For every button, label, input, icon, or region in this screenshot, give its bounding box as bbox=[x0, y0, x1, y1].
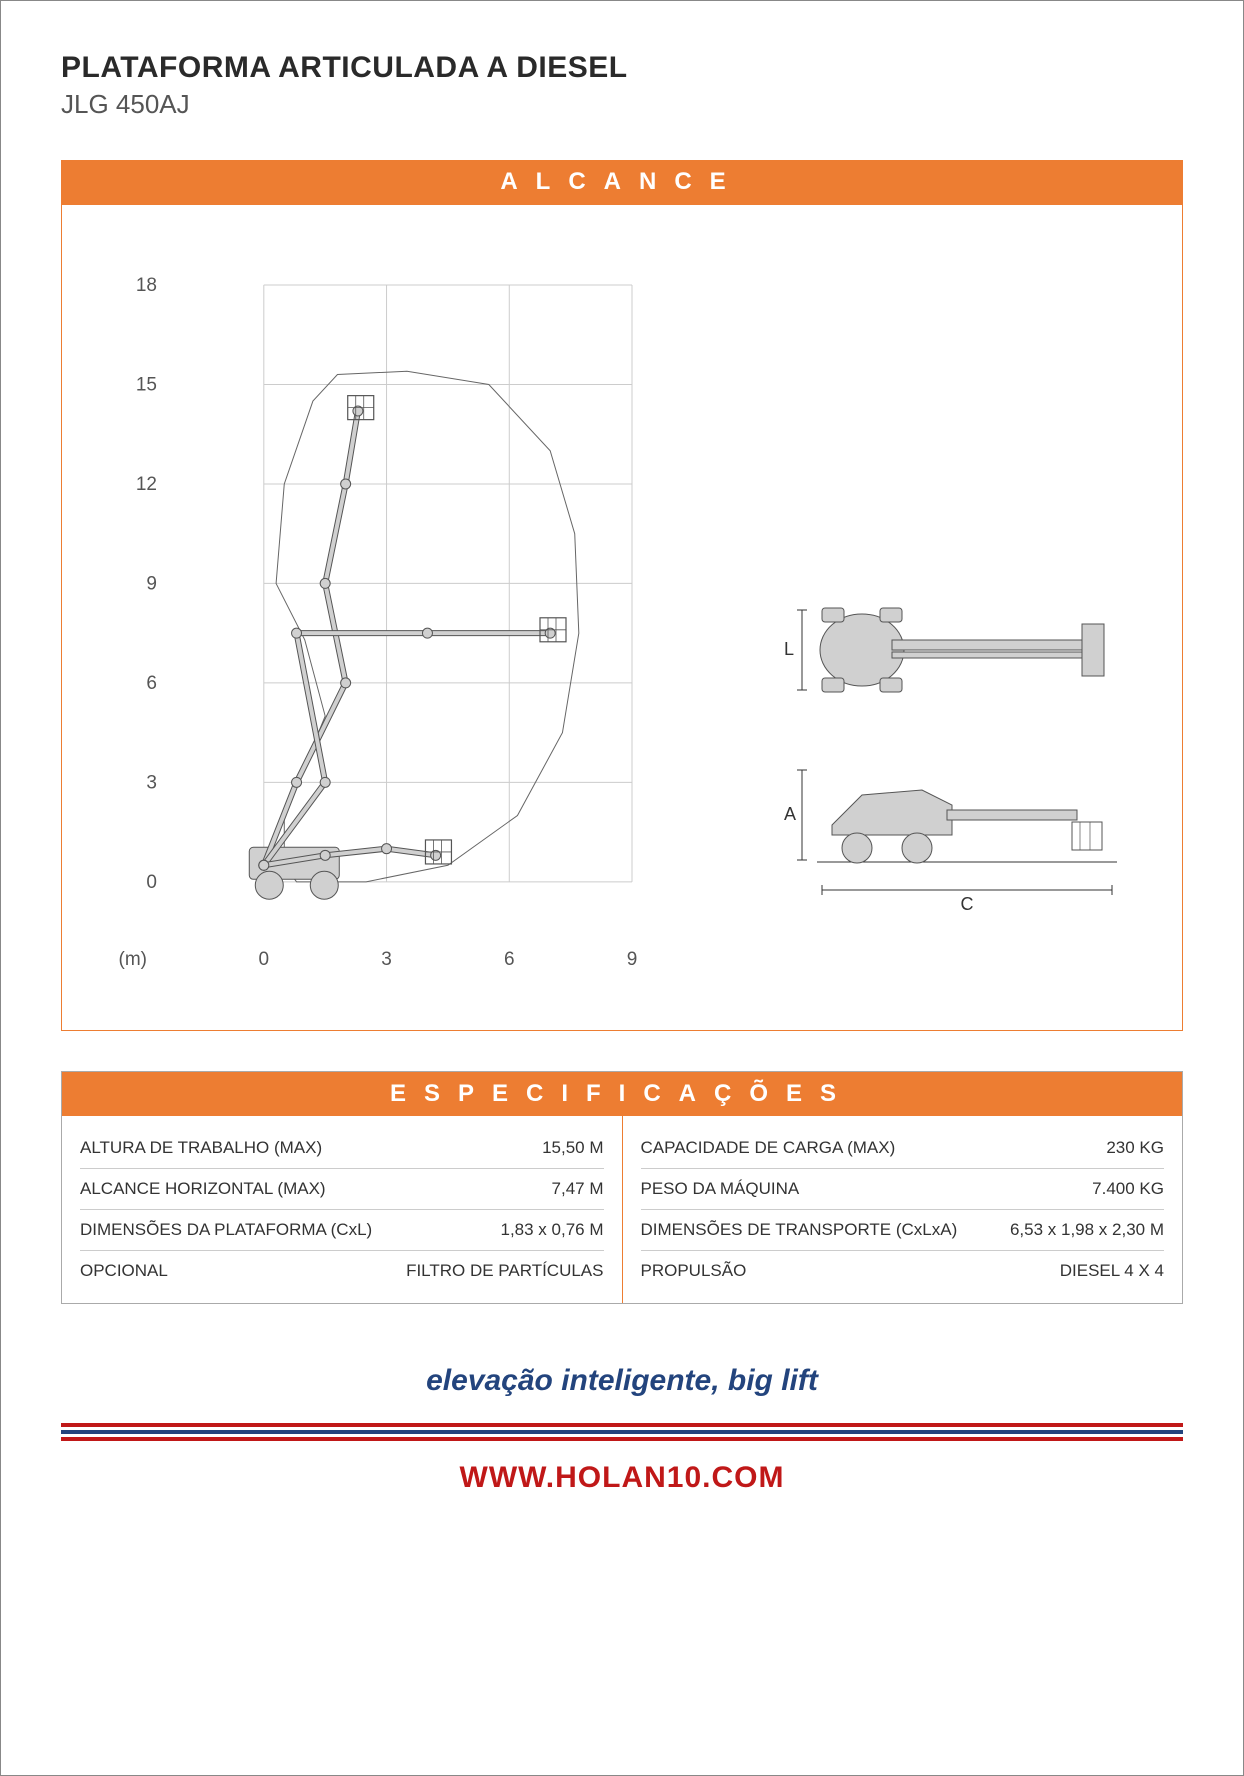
spec-row: ALCANCE HORIZONTAL (MAX) 7,47 M bbox=[80, 1169, 604, 1210]
svg-text:A: A bbox=[784, 804, 796, 824]
spec-value: DIESEL 4 X 4 bbox=[1060, 1261, 1164, 1281]
top-view-diagram: L bbox=[772, 580, 1152, 720]
spec-value: 7.400 KG bbox=[1092, 1179, 1164, 1199]
spec-label: CAPACIDADE DE CARGA (MAX) bbox=[641, 1138, 896, 1158]
stripe-red-2 bbox=[61, 1437, 1183, 1441]
header: PLATAFORMA ARTICULADA A DIESEL JLG 450AJ bbox=[61, 51, 1183, 120]
svg-text:18: 18 bbox=[136, 275, 157, 296]
spec-column-right: CAPACIDADE DE CARGA (MAX) 230 KG PESO DA M… bbox=[623, 1116, 1183, 1303]
page-title: PLATAFORMA ARTICULADA A DIESEL bbox=[61, 51, 1183, 85]
spec-column-left: ALTURA DE TRABALHO (MAX) 15,50 M ALCANCE H… bbox=[62, 1116, 623, 1303]
svg-text:6: 6 bbox=[504, 949, 515, 970]
svg-text:12: 12 bbox=[136, 474, 157, 495]
reach-diagram-svg: 0 3 6 9 0 3 6 9 12 15 18 (m) bbox=[92, 265, 652, 985]
website-url: WWW.HOLAN10.COM bbox=[61, 1461, 1183, 1495]
spec-label: ALCANCE HORIZONTAL (MAX) bbox=[80, 1179, 326, 1199]
spec-label: ALTURA DE TRABALHO (MAX) bbox=[80, 1138, 322, 1158]
spec-value: 7,47 M bbox=[552, 1179, 604, 1199]
spec-row: ALTURA DE TRABALHO (MAX) 15,50 M bbox=[80, 1128, 604, 1169]
svg-text:15: 15 bbox=[136, 374, 157, 395]
svg-text:6: 6 bbox=[146, 673, 157, 694]
spec-value: FILTRO DE PARTÍCULAS bbox=[406, 1261, 603, 1281]
spec-label: DIMENSÕES DA PLATAFORMA (CxL) bbox=[80, 1220, 372, 1240]
stripe-red-1 bbox=[61, 1423, 1183, 1427]
spec-row: PESO DA MÁQUINA 7.400 KG bbox=[641, 1169, 1165, 1210]
svg-text:3: 3 bbox=[381, 949, 392, 970]
spec-row: PROPULSÃO DIESEL 4 X 4 bbox=[641, 1251, 1165, 1291]
spec-label: OPCIONAL bbox=[80, 1261, 168, 1281]
specs-section-title: ESPECIFICAÇÕES bbox=[62, 1072, 1182, 1116]
spec-row: DIMENSÕES DE TRANSPORTE (CxLxA) 6,53 x 1,… bbox=[641, 1210, 1165, 1251]
spec-label: PESO DA MÁQUINA bbox=[641, 1179, 800, 1199]
specifications-table: ESPECIFICAÇÕES ALTURA DE TRABALHO (MAX) 1… bbox=[61, 1071, 1183, 1304]
spec-body: ALTURA DE TRABALHO (MAX) 15,50 M ALCANCE H… bbox=[62, 1116, 1182, 1303]
spec-sheet-page: PLATAFORMA ARTICULADA A DIESEL JLG 450AJ… bbox=[0, 0, 1244, 1776]
spec-label: DIMENSÕES DE TRANSPORTE (CxLxA) bbox=[641, 1220, 958, 1240]
spec-row: CAPACIDADE DE CARGA (MAX) 230 KG bbox=[641, 1128, 1165, 1169]
side-view-diagram: AC bbox=[772, 750, 1152, 930]
reach-chart-container: 03690369121518(m) L AC bbox=[61, 204, 1183, 1031]
svg-text:C: C bbox=[961, 894, 974, 914]
reach-section-title: ALCANCE bbox=[61, 160, 1183, 204]
svg-text:(m): (m) bbox=[119, 949, 147, 970]
spec-row: DIMENSÕES DA PLATAFORMA (CxL) 1,83 x 0,76… bbox=[80, 1210, 604, 1251]
spec-label: PROPULSÃO bbox=[641, 1261, 747, 1281]
svg-text:3: 3 bbox=[146, 772, 157, 793]
spec-value: 230 KG bbox=[1106, 1138, 1164, 1158]
svg-text:0: 0 bbox=[146, 872, 157, 893]
svg-text:0: 0 bbox=[259, 949, 270, 970]
spec-value: 1,83 x 0,76 M bbox=[500, 1220, 603, 1240]
spec-value: 6,53 x 1,98 x 2,30 M bbox=[1010, 1220, 1164, 1240]
spec-row: OPCIONAL FILTRO DE PARTÍCULAS bbox=[80, 1251, 604, 1291]
dimension-diagrams: L AC bbox=[772, 265, 1152, 990]
spec-value: 15,50 M bbox=[542, 1138, 603, 1158]
svg-text:L: L bbox=[784, 639, 794, 659]
reach-envelope-chart: 0 3 6 9 0 3 6 9 12 15 18 (m) bbox=[92, 265, 752, 990]
tagline: elevação inteligente, big lift bbox=[61, 1364, 1183, 1398]
stripe-blue bbox=[61, 1430, 1183, 1434]
model-number: JLG 450AJ bbox=[61, 89, 1183, 120]
svg-text:9: 9 bbox=[146, 573, 157, 594]
footer: elevação inteligente, big lift WWW.HOLAN… bbox=[61, 1364, 1183, 1495]
svg-text:9: 9 bbox=[627, 949, 638, 970]
